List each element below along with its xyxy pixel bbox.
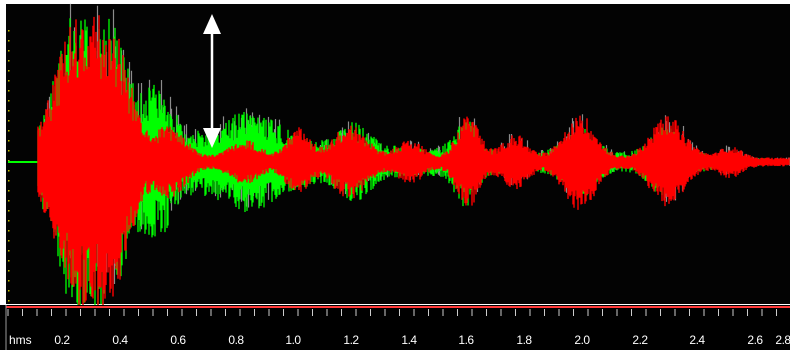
level-dot xyxy=(8,130,10,132)
level-dot xyxy=(8,230,10,232)
time-tick-label: 1.8 xyxy=(516,333,532,347)
time-tick-label: 0.8 xyxy=(228,333,244,347)
time-tick-label: 0.6 xyxy=(170,333,186,347)
time-tick-label: 2.8 xyxy=(775,333,790,347)
level-dot xyxy=(8,250,10,252)
time-ruler[interactable]: hms 0.2 0.4 0.6 0.8 1.0 1.2 1.4 1.6 1.8 2.0 2.2 2.4… xyxy=(0,305,790,350)
level-dot xyxy=(8,190,10,192)
level-dot xyxy=(8,280,10,282)
level-dot xyxy=(8,170,10,172)
level-dot xyxy=(8,60,10,62)
level-dot xyxy=(8,110,10,112)
time-unit-label: hms xyxy=(9,333,32,347)
level-dot xyxy=(8,150,10,152)
level-dot xyxy=(8,260,10,262)
level-dot xyxy=(8,200,10,202)
time-tick-label: 1.2 xyxy=(343,333,359,347)
tick-labels: 0.2 0.4 0.6 0.8 1.0 1.2 1.4 1.6 1.8 2.0 2.2 2.4 2.6 2… xyxy=(54,333,790,347)
level-dot xyxy=(8,300,10,302)
waveform-channel-red xyxy=(37,15,790,309)
level-dot xyxy=(8,40,10,42)
time-tick-label: 2.0 xyxy=(574,333,590,347)
time-tick-label: 2.6 xyxy=(747,333,763,347)
level-dot xyxy=(8,140,10,142)
time-tick-label: 2.2 xyxy=(632,333,648,347)
level-dot xyxy=(8,80,10,82)
time-tick-label: 1.4 xyxy=(401,333,417,347)
level-dot xyxy=(8,290,10,292)
level-dot xyxy=(8,30,10,32)
time-tick-label: 1.0 xyxy=(285,333,301,347)
level-scale-dots xyxy=(8,30,10,302)
time-tick-label: 2.4 xyxy=(689,333,705,347)
time-tick-label: 0.2 xyxy=(54,333,70,347)
level-dot xyxy=(8,160,10,162)
level-dot xyxy=(8,210,10,212)
double-headed-arrow-icon[interactable] xyxy=(203,14,221,148)
level-dot xyxy=(8,240,10,242)
level-dot xyxy=(8,90,10,92)
level-dot xyxy=(8,100,10,102)
level-dot xyxy=(8,50,10,52)
time-tick-label: 0.4 xyxy=(112,333,128,347)
level-dot xyxy=(8,70,10,72)
level-dot xyxy=(8,220,10,222)
level-dot xyxy=(8,270,10,272)
time-tick-label: 1.6 xyxy=(458,333,474,347)
level-dot xyxy=(8,180,10,182)
level-dot xyxy=(8,120,10,122)
ruler-ticks xyxy=(7,309,777,316)
